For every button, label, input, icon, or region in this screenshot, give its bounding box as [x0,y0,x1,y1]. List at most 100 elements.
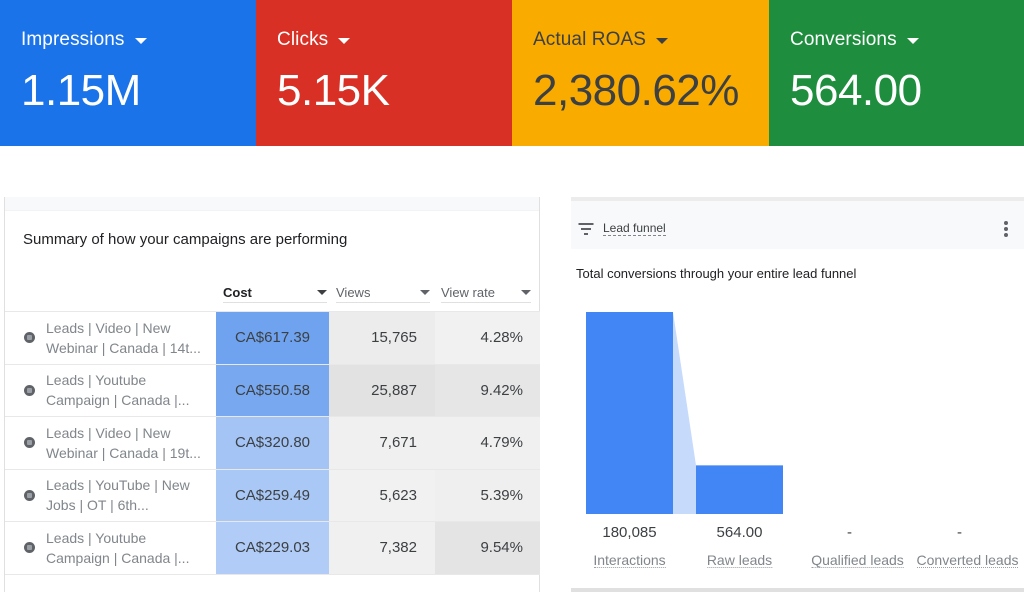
paused-status-icon [24,489,35,501]
scorecard-clicks[interactable]: Clicks 5.15K [256,0,512,146]
funnel-svg [586,312,783,514]
table-row[interactable]: Leads | Youtube Campaign | Canada |... CA… [5,522,540,575]
funnel-bar-interactions[interactable] [586,312,673,514]
card-top-bar [5,197,539,211]
caret-down-icon[interactable] [338,38,351,44]
paused-status-icon [24,542,35,554]
campaign-name-cell[interactable]: Leads | Video | New Webinar | Canada | 14… [5,312,216,364]
paused-status-icon [24,384,35,396]
campaign-name-line2: Webinar | Canada | 14t... [46,339,201,356]
campaign-name-line2: Webinar | Canada | 19t... [46,444,201,461]
paused-status-icon [24,332,35,344]
campaign-name: Leads | YouTube | New Jobs | OT | 6th... [46,475,190,515]
caret-down-icon[interactable] [420,290,430,295]
card-bottom-border [571,588,1024,592]
column-header-views[interactable]: Views [336,283,430,303]
lead-funnel-subtitle: Total conversions through your entire le… [576,266,857,281]
view-rate-cell: 4.79% [435,417,540,469]
campaign-name-line2: Campaign | Canada |... [46,549,190,566]
scorecard-label: Conversions [790,29,897,50]
campaign-name-line2: Jobs | OT | 6th... [46,497,149,514]
scorecard-conversions[interactable]: Conversions 564.00 [769,0,1024,146]
view-rate-cell: 5.39% [435,469,540,521]
campaign-summary-card: Summary of how your campaigns are perfor… [4,197,540,592]
scorecard-label-row[interactable]: Impressions [21,28,256,52]
campaign-name-cell[interactable]: Leads | Youtube Campaign | Canada |... [5,365,216,417]
lead-funnel-header: Lead funnel [571,197,1024,249]
scorecard-label-row[interactable]: Actual ROAS [533,28,769,52]
campaign-table: Leads | Video | New Webinar | Canada | 14… [5,311,540,575]
scorecard-value: 2,380.62% [533,66,739,115]
funnel-stage-label[interactable]: Qualified leads [811,552,904,568]
cost-cell: CA$617.39 [216,312,329,364]
views-cell: 5,623 [329,469,435,521]
view-rate-cell: 9.54% [435,522,540,574]
summary-title: Summary of how your campaigns are perfor… [23,231,348,248]
campaign-name-line2: Campaign | Canada |... [46,392,190,409]
column-header-label: Views [336,285,371,300]
scorecard-label: Impressions [21,29,125,50]
table-row[interactable]: Leads | Video | New Webinar | Canada | 14… [5,312,540,365]
campaign-name-cell[interactable]: Leads | Video | New Webinar | Canada | 19… [5,417,216,469]
view-rate-cell: 9.42% [435,364,540,416]
column-header-label: Cost [223,285,252,300]
cost-cell: CA$229.03 [216,522,329,574]
caret-down-icon[interactable] [906,38,919,44]
table-row[interactable]: Leads | Video | New Webinar | Canada | 19… [5,417,540,470]
campaign-name-cell[interactable]: Leads | Youtube Campaign | Canada |... [5,522,216,574]
scorecard-value: 5.15K [277,66,390,115]
caret-down-icon[interactable] [521,290,531,295]
scorecard-label-row[interactable]: Conversions [790,28,1024,52]
campaign-name-cell[interactable]: Leads | YouTube | New Jobs | OT | 6th... [5,470,216,522]
views-cell: 7,671 [329,417,435,469]
scorecard-actual-roas[interactable]: Actual ROAS 2,380.62% [512,0,769,146]
more-vert-icon[interactable] [1002,219,1010,239]
column-header-label: View rate [441,285,495,300]
funnel-stage-label[interactable]: Converted leads [916,552,1019,568]
table-row[interactable]: Leads | Youtube Campaign | Canada |... CA… [5,364,540,417]
funnel-value-label: - [957,524,962,541]
scorecard-label: Clicks [277,29,329,50]
table-header: Cost Views View rate [5,283,539,303]
funnel-bar-raw-leads[interactable] [696,465,783,514]
funnel-value-label: 180,085 [602,524,657,541]
funnel-stage-label[interactable]: Interactions [593,552,666,568]
scorecard-label: Actual ROAS [533,29,647,50]
campaign-name: Leads | Video | New Webinar | Canada | 19… [46,423,201,463]
funnel-connector [673,312,696,514]
views-cell: 7,382 [329,522,435,574]
scorecard-impressions[interactable]: Impressions 1.15M [0,0,256,146]
caret-down-icon[interactable] [134,38,147,44]
filter-icon[interactable] [578,223,594,235]
campaign-name-line1: Leads | Youtube [46,529,147,546]
campaign-name: Leads | Youtube Campaign | Canada |... [46,528,189,568]
lead-funnel-title[interactable]: Lead funnel [603,221,666,236]
scorecard-label-row[interactable]: Clicks [277,28,512,52]
cost-cell: CA$550.58 [216,364,329,416]
cost-cell: CA$259.49 [216,469,329,521]
lead-funnel-chart: 180,085 564.00 - - Interactions Raw lead… [571,297,1024,592]
caret-down-icon[interactable] [317,290,327,295]
funnel-stage-label[interactable]: Raw leads [706,552,773,568]
campaign-name-line1: Leads | Video | New [46,424,171,441]
funnel-value-label: - [847,524,852,541]
scorecard-row: Impressions 1.15M Clicks 5.15K Actual RO… [0,0,1024,146]
paused-status-icon [24,437,35,449]
caret-down-icon[interactable] [656,38,669,44]
scorecard-value: 1.15M [21,66,141,115]
campaign-name-line1: Leads | Video | New [46,319,171,336]
funnel-value-label: 564.00 [716,524,763,541]
campaign-name-line1: Leads | YouTube | New [46,477,190,494]
views-cell: 25,887 [329,364,435,416]
lead-funnel-card: Lead funnel Total conversions through yo… [571,197,1024,592]
campaign-name: Leads | Youtube Campaign | Canada |... [46,370,189,410]
view-rate-cell: 4.28% [435,312,540,364]
campaign-name-line1: Leads | Youtube [46,372,147,389]
column-header-cost[interactable]: Cost [223,283,327,303]
campaign-name: Leads | Video | New Webinar | Canada | 14… [46,318,201,358]
cost-cell: CA$320.80 [216,417,329,469]
table-row[interactable]: Leads | YouTube | New Jobs | OT | 6th... … [5,469,540,522]
column-header-view-rate[interactable]: View rate [441,283,531,303]
views-cell: 15,765 [329,312,435,364]
scorecard-value: 564.00 [790,66,922,115]
